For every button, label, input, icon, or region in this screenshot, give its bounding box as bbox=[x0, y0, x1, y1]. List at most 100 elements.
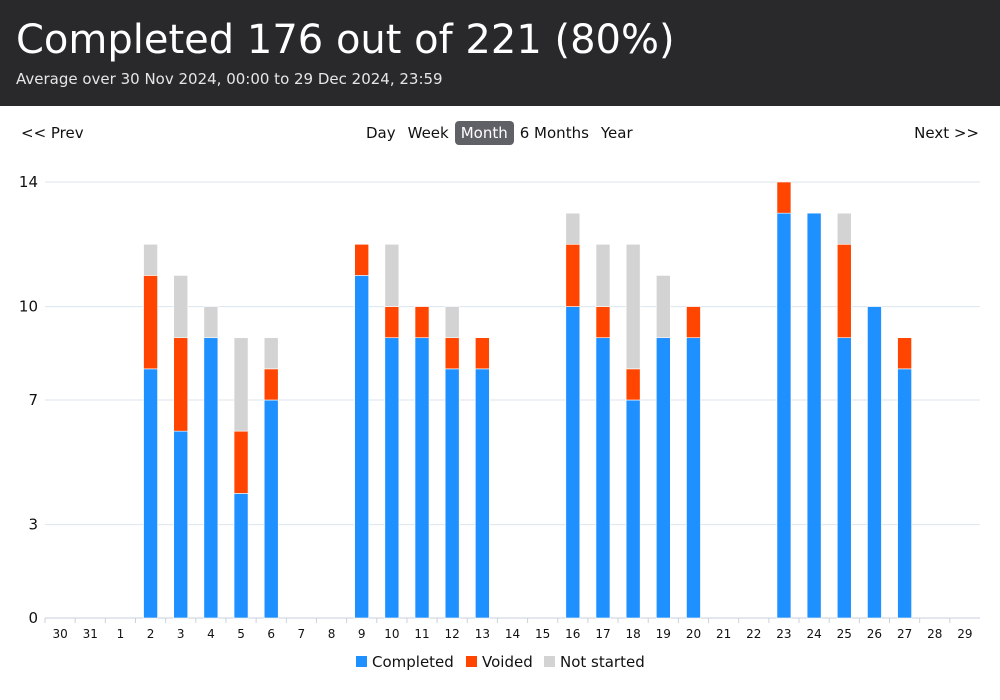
bar-segment-not-started bbox=[625, 243, 641, 370]
x-tick-label: 9 bbox=[358, 627, 366, 641]
legend-swatch bbox=[356, 656, 367, 667]
x-tick-label: 30 bbox=[52, 627, 67, 641]
x-tick-label: 29 bbox=[957, 627, 972, 641]
x-tick-label: 20 bbox=[686, 627, 701, 641]
x-tick-label: 24 bbox=[806, 627, 821, 641]
x-tick-label: 17 bbox=[595, 627, 610, 641]
x-tick-label: 10 bbox=[384, 627, 399, 641]
period-selector: Day Week Month 6 Months Year bbox=[360, 121, 639, 145]
bar-segment-voided bbox=[897, 337, 912, 370]
period-navigation: << Prev Day Week Month 6 Months Year Nex… bbox=[0, 106, 1000, 162]
bar-segment-completed bbox=[173, 430, 189, 619]
x-tick-label: 12 bbox=[445, 627, 460, 641]
bar-segment-voided bbox=[475, 337, 490, 370]
tab-6-months[interactable]: 6 Months bbox=[519, 124, 589, 142]
next-button[interactable]: Next >> bbox=[914, 124, 979, 142]
bar-segment-not-started bbox=[444, 306, 460, 339]
legend-swatch bbox=[466, 656, 477, 667]
bar-segment-voided bbox=[686, 306, 701, 339]
x-tick-label: 31 bbox=[83, 627, 98, 641]
bar-segment-completed bbox=[867, 306, 882, 619]
y-tick-label: 0 bbox=[28, 609, 38, 627]
bar-segment-completed bbox=[203, 337, 219, 619]
bar-segment-voided bbox=[263, 368, 279, 401]
bar-segment-completed bbox=[595, 337, 611, 619]
x-tick-label: 6 bbox=[267, 627, 275, 641]
bar-segment-voided bbox=[173, 337, 189, 432]
bar-segment-completed bbox=[776, 212, 792, 619]
bar-segment-completed bbox=[656, 337, 671, 619]
y-tick-label: 14 bbox=[19, 173, 38, 191]
x-tick-label: 1 bbox=[117, 627, 125, 641]
page-title: Completed 176 out of 221 (80%) bbox=[16, 17, 675, 63]
bar-segment-completed bbox=[836, 337, 852, 619]
x-tick-label: 15 bbox=[535, 627, 550, 641]
y-tick-label: 7 bbox=[28, 391, 38, 409]
bar-segment-not-started bbox=[203, 306, 219, 339]
bar-segment-not-started bbox=[173, 275, 189, 339]
bar-segment-voided bbox=[444, 337, 460, 370]
bar-segment-completed bbox=[444, 368, 460, 619]
prev-button[interactable]: << Prev bbox=[21, 124, 84, 142]
bar-segment-voided bbox=[384, 306, 400, 339]
bar-segment-completed bbox=[233, 493, 249, 619]
bar-segment-completed bbox=[686, 337, 701, 619]
x-tick-label: 28 bbox=[927, 627, 942, 641]
bar-segment-voided bbox=[143, 275, 158, 370]
x-tick-label: 7 bbox=[298, 627, 306, 641]
tab-day[interactable]: Day bbox=[366, 124, 396, 142]
bar-segment-not-started bbox=[384, 243, 400, 307]
tab-month[interactable]: Month bbox=[454, 121, 514, 145]
x-tick-label: 4 bbox=[207, 627, 215, 641]
x-tick-label: 14 bbox=[505, 627, 520, 641]
x-tick-label: 23 bbox=[776, 627, 791, 641]
legend-label: Voided bbox=[482, 653, 533, 671]
legend-label: Completed bbox=[372, 653, 454, 671]
bar-segment-voided bbox=[776, 181, 792, 214]
bar-segment-completed bbox=[263, 399, 279, 619]
bar-segment-voided bbox=[565, 243, 581, 307]
x-tick-label: 22 bbox=[746, 627, 761, 641]
bar-segment-completed bbox=[897, 368, 912, 619]
bar-segment-voided bbox=[233, 430, 249, 494]
bar-segment-not-started bbox=[565, 212, 581, 245]
bar-segment-voided bbox=[836, 243, 852, 339]
x-tick-label: 25 bbox=[837, 627, 852, 641]
x-tick-label: 13 bbox=[475, 627, 490, 641]
x-tick-label: 3 bbox=[177, 627, 185, 641]
bar-segment-completed bbox=[565, 306, 581, 619]
bar-segment-completed bbox=[625, 399, 641, 619]
tab-year[interactable]: Year bbox=[600, 124, 633, 142]
bar-segment-voided bbox=[625, 368, 641, 401]
x-tick-label: 21 bbox=[716, 627, 731, 641]
bar-segment-completed bbox=[475, 368, 490, 619]
bar-segment-not-started bbox=[595, 243, 611, 307]
bar-segment-voided bbox=[354, 243, 369, 276]
bar-segment-completed bbox=[414, 337, 430, 619]
bar-segment-completed bbox=[806, 212, 822, 619]
x-tick-label: 19 bbox=[656, 627, 671, 641]
x-tick-label: 2 bbox=[147, 627, 155, 641]
x-tick-label: 26 bbox=[867, 627, 882, 641]
tab-week[interactable]: Week bbox=[407, 124, 449, 142]
x-tick-label: 8 bbox=[328, 627, 336, 641]
x-tick-label: 18 bbox=[626, 627, 641, 641]
bar-segment-not-started bbox=[836, 212, 852, 245]
y-tick-label: 3 bbox=[28, 516, 38, 534]
bar-segment-completed bbox=[143, 368, 158, 619]
date-range-subtitle: Average over 30 Nov 2024, 00:00 to 29 De… bbox=[16, 70, 443, 88]
bar-segment-not-started bbox=[233, 337, 249, 432]
bar-segment-not-started bbox=[263, 337, 279, 370]
legend-swatch bbox=[544, 656, 555, 667]
bar-segment-voided bbox=[595, 306, 611, 339]
x-tick-label: 11 bbox=[414, 627, 429, 641]
bar-segment-completed bbox=[354, 275, 369, 619]
bar-segment-not-started bbox=[656, 275, 671, 339]
bar-segment-voided bbox=[414, 306, 430, 339]
summary-header: Completed 176 out of 221 (80%) Average o… bbox=[0, 0, 1000, 106]
x-tick-label: 5 bbox=[237, 627, 245, 641]
y-tick-label: 10 bbox=[19, 298, 38, 316]
bar-segment-not-started bbox=[143, 243, 158, 276]
legend-label: Not started bbox=[560, 653, 645, 671]
